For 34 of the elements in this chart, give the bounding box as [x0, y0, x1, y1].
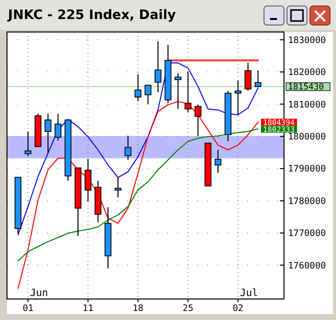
candlestick — [244, 62, 252, 92]
y-tick-label: 1760000 — [288, 261, 326, 272]
candlestick — [144, 84, 152, 105]
x-tick-label: 18 — [132, 304, 144, 314]
x-tick-label: 11 — [82, 304, 94, 314]
candlestick — [44, 113, 52, 154]
candlestick — [84, 158, 92, 202]
y-tick-label: 1780000 — [288, 196, 326, 207]
candlestick — [174, 72, 182, 110]
y-tick-label: 1820000 — [288, 68, 326, 78]
line-series — [18, 128, 258, 262]
candlestick — [214, 149, 222, 174]
candlestick — [254, 70, 262, 88]
y-tick-label: 1770000 — [288, 229, 326, 240]
ref-line-label: 1815430 — [288, 82, 324, 93]
candlestick — [154, 40, 162, 93]
x-tick-label: 01 — [22, 304, 34, 314]
candlestick — [24, 131, 32, 156]
y-tick-label: 1830000 — [288, 36, 326, 46]
y-tick-label: 1810000 — [288, 100, 326, 110]
candlestick — [134, 74, 142, 102]
candlestick — [124, 135, 132, 160]
x-tick-label: 02 — [232, 304, 244, 314]
y-tick-label: 1800000 — [288, 132, 326, 142]
candlestick — [234, 80, 242, 116]
y-tick-label: 1790000 — [288, 164, 326, 175]
chart-title: JNKC - 225 Index, Daily — [7, 8, 176, 23]
candlestick — [114, 177, 122, 198]
candlestick — [54, 113, 62, 142]
candlestick — [194, 104, 202, 137]
annotation: Jul — [240, 288, 258, 299]
line-series — [18, 101, 258, 289]
annotation: Jun — [30, 288, 48, 299]
x-tick-label: 25 — [182, 304, 194, 314]
